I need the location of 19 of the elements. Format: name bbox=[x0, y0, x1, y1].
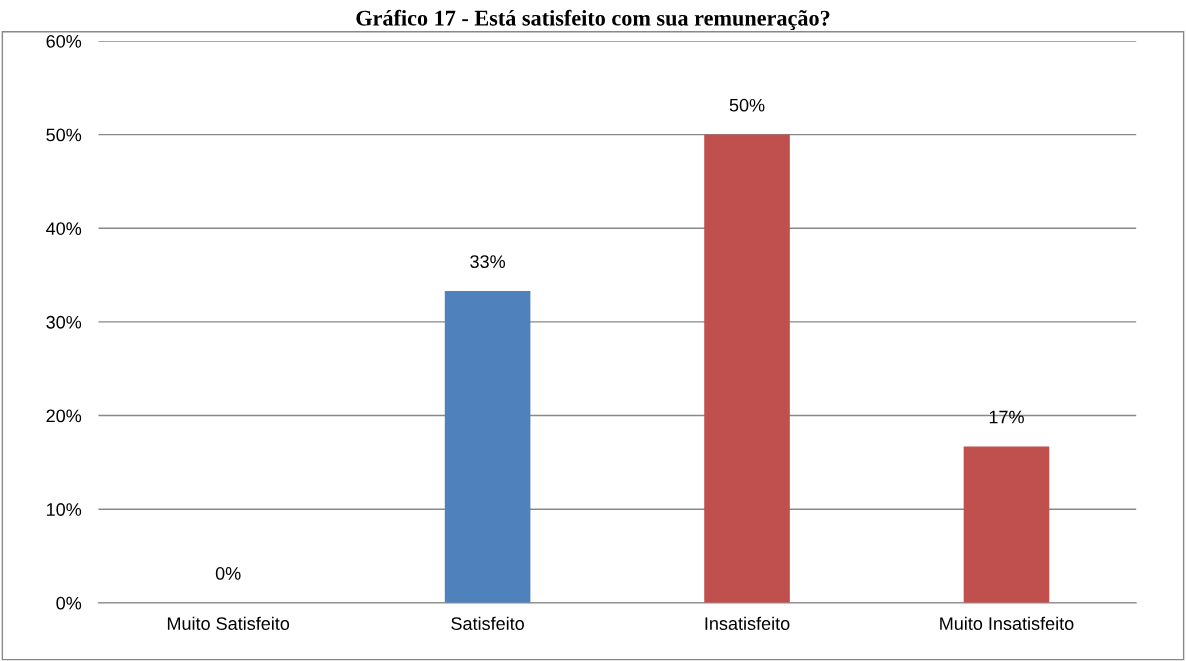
y-tick-label: 30% bbox=[46, 315, 82, 329]
data-label: 17% bbox=[989, 410, 1024, 424]
x-tick-label: Muito Insatisfeito bbox=[940, 616, 1074, 630]
y-tick-label: 50% bbox=[46, 128, 82, 142]
chart-title: Gráfico 17 - Está satisfeito com sua remuneração? bbox=[356, 9, 830, 30]
data-label: 50% bbox=[729, 98, 765, 112]
data-label: 33% bbox=[470, 255, 506, 268]
x-tick-label: Muito Satisfeito bbox=[167, 616, 290, 630]
y-tick-label: 0% bbox=[56, 596, 82, 610]
x-tick-label: Insatisfeito bbox=[705, 616, 790, 630]
bar bbox=[963, 446, 1050, 603]
y-tick-label: 20% bbox=[46, 409, 82, 423]
x-tick-label: Satisfeito bbox=[451, 616, 524, 630]
bar bbox=[444, 291, 531, 603]
y-tick-label: 60% bbox=[46, 34, 82, 48]
data-label: 0% bbox=[215, 567, 241, 580]
y-tick-label: 40% bbox=[46, 222, 82, 235]
y-tick-label: 10% bbox=[47, 503, 82, 516]
bar bbox=[704, 134, 790, 603]
